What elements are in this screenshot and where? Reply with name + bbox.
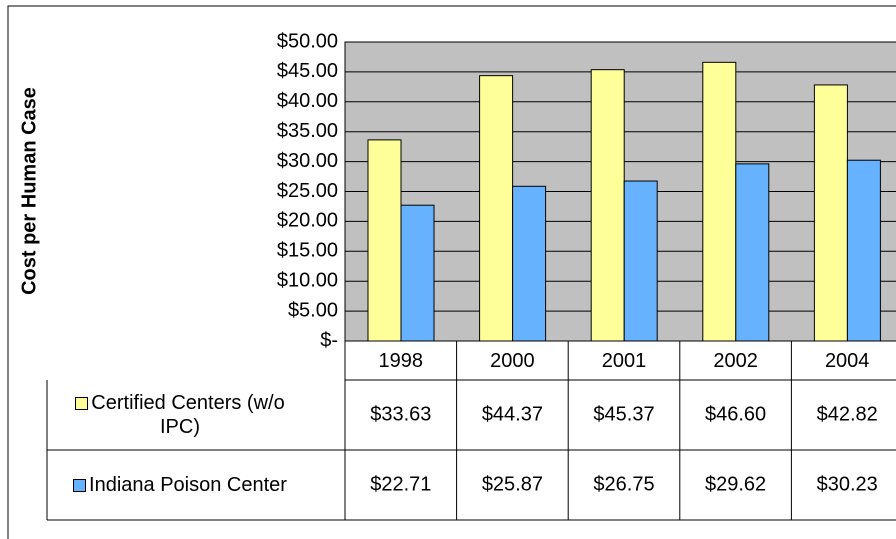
bar: [400, 204, 435, 342]
bar: [735, 163, 770, 342]
y-tick-label: $25.00: [277, 180, 338, 202]
table-value: $30.23: [817, 473, 878, 495]
table-value: $33.63: [370, 403, 431, 425]
bar: [479, 75, 514, 342]
table-value: $42.82: [817, 403, 878, 425]
legend-text-wrap: Indiana Poison Center: [73, 473, 287, 497]
y-tick-label: $50.00: [277, 30, 338, 52]
table-value: $26.75: [593, 473, 654, 495]
x-tick-label: 2004: [825, 350, 870, 372]
table-value: $46.60: [705, 403, 766, 425]
y-tick-label: $45.00: [277, 60, 338, 82]
legend-cell: Certified Centers (w/o IPC): [55, 380, 305, 450]
legend-entry: Indiana Poison Center: [55, 450, 305, 520]
y-tick-label: $35.00: [277, 120, 338, 142]
legend-text-wrap: Certified Centers (w/o IPC): [68, 391, 293, 439]
legend-swatch: [73, 479, 87, 492]
table-value: $25.87: [482, 473, 543, 495]
legend-label: Certified Centers (w/o IPC): [91, 392, 285, 438]
bar: [590, 69, 625, 342]
y-axis-label: Cost per Human Case: [18, 87, 40, 295]
bar: [702, 61, 737, 342]
y-tick-label: $5.00: [288, 299, 338, 321]
x-tick-label: 2000: [490, 350, 535, 372]
y-tick-label: $10.00: [277, 269, 338, 291]
bar: [512, 185, 547, 342]
x-tick-label: 1998: [379, 350, 424, 372]
y-tick-label: $40.00: [277, 90, 338, 112]
y-tick-label: $15.00: [277, 240, 338, 262]
legend-cell: Indiana Poison Center: [55, 450, 305, 520]
legend-label: Indiana Poison Center: [89, 474, 287, 496]
legend-swatch: [75, 397, 89, 410]
x-tick-label: 2001: [602, 350, 647, 372]
table-value: $22.71: [370, 473, 431, 495]
table-value: $45.37: [593, 403, 654, 425]
x-tick-label: 2002: [713, 350, 758, 372]
y-tick-label: $-: [320, 329, 338, 351]
bar: [623, 180, 658, 342]
y-tick-label: $20.00: [277, 210, 338, 232]
bar: [367, 139, 402, 342]
table-value: $29.62: [705, 473, 766, 495]
y-tick-label: $30.00: [277, 150, 338, 172]
legend-entry: Certified Centers (w/o IPC): [55, 380, 305, 450]
bar: [846, 159, 881, 342]
table-value: $44.37: [482, 403, 543, 425]
bar: [813, 84, 848, 342]
